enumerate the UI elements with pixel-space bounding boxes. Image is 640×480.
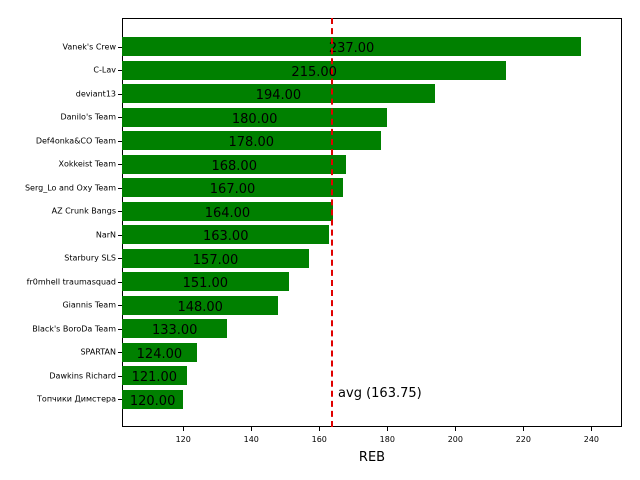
y-tick-label: Dawkins Richard (49, 371, 116, 380)
bar (122, 84, 435, 103)
bar-value-label: 167.00 (209, 182, 256, 197)
bar (122, 272, 289, 291)
x-tick-label: 120 (175, 435, 191, 444)
y-tick-label: deviant13 (75, 89, 116, 98)
y-tick-label: AZ Crunk Bangs (51, 206, 116, 216)
bar-value-label: 121.00 (131, 370, 178, 385)
y-tick-label: fr0mhell traumasquad (26, 277, 116, 286)
bar-value-label: 133.00 (151, 323, 198, 338)
x-tick-label: 200 (447, 435, 463, 444)
y-tick-label: Def4onka&CO Team (35, 136, 116, 145)
bar (122, 178, 344, 197)
bar (122, 60, 507, 80)
y-tick-label: NarN (95, 230, 116, 239)
bar (122, 225, 330, 244)
x-tick-label: 220 (515, 435, 531, 444)
bar-value-label: 151.00 (182, 276, 229, 291)
bar (122, 131, 381, 150)
y-tick-label: Danilo's Team (60, 112, 116, 122)
y-tick (118, 70, 122, 71)
bar-value-label: 164.00 (204, 205, 251, 221)
bar (122, 154, 347, 174)
plot-area (122, 18, 622, 427)
bar (122, 319, 228, 338)
y-tick (118, 117, 122, 118)
y-tick-label: Xokkeist Team (58, 159, 117, 169)
bar-value-label: 148.00 (177, 299, 223, 315)
y-tick (118, 211, 122, 212)
y-tick-label: Serg_Lo and Oxy Team (24, 183, 116, 192)
y-tick-label: Black's BoroDa Team (32, 324, 116, 333)
y-tick-label: Starbury SLS (64, 253, 116, 263)
average-label: avg (163.75) (338, 386, 422, 401)
bar-value-label: 124.00 (136, 346, 183, 362)
x-tick (591, 427, 593, 431)
bar (122, 107, 388, 127)
y-tick (118, 46, 122, 48)
bar-value-label: 120.00 (129, 393, 176, 409)
y-tick-label: Топчики Димстера (37, 394, 116, 404)
y-tick-label: Giannis Team (62, 300, 116, 310)
y-tick (118, 305, 122, 306)
bar (122, 342, 197, 362)
x-tick (319, 427, 321, 431)
y-tick (118, 281, 122, 283)
bar (122, 248, 310, 268)
y-tick (118, 93, 122, 95)
average-line (331, 18, 334, 427)
y-tick (118, 234, 122, 236)
bar-value-label: 163.00 (202, 229, 249, 244)
x-tick-label: 180 (379, 435, 395, 444)
x-tick (523, 427, 525, 431)
y-tick-label: Vanek's Crew (62, 42, 116, 51)
bar-value-label: 237.00 (328, 41, 375, 56)
x-axis-title: REB (358, 450, 386, 465)
x-tick-label: 160 (311, 435, 327, 444)
x-tick-label: 140 (243, 435, 259, 444)
y-tick-label: SPARTAN (80, 347, 116, 357)
y-tick (118, 187, 122, 189)
x-tick (455, 427, 457, 431)
bar-value-label: 215.00 (291, 64, 337, 80)
y-tick (118, 375, 122, 377)
bar-value-label: 194.00 (255, 88, 302, 103)
x-tick (251, 427, 253, 431)
bar-value-label: 168.00 (211, 158, 257, 174)
x-tick (387, 427, 389, 431)
bar (122, 366, 187, 385)
y-tick (118, 140, 122, 142)
y-tick (118, 258, 122, 259)
y-tick (118, 399, 122, 400)
y-tick (118, 328, 122, 330)
bar (122, 295, 279, 315)
bar (122, 389, 184, 409)
x-tick (183, 427, 185, 431)
bar-value-label: 180.00 (231, 111, 278, 127)
bar (122, 37, 582, 56)
y-tick (118, 352, 122, 353)
y-tick (118, 164, 122, 165)
y-tick-label: C-Lav (93, 65, 116, 75)
bar-value-label: 178.00 (228, 135, 275, 150)
bar (122, 201, 333, 221)
bar-value-label: 157.00 (192, 252, 239, 268)
x-tick-label: 240 (583, 435, 600, 444)
